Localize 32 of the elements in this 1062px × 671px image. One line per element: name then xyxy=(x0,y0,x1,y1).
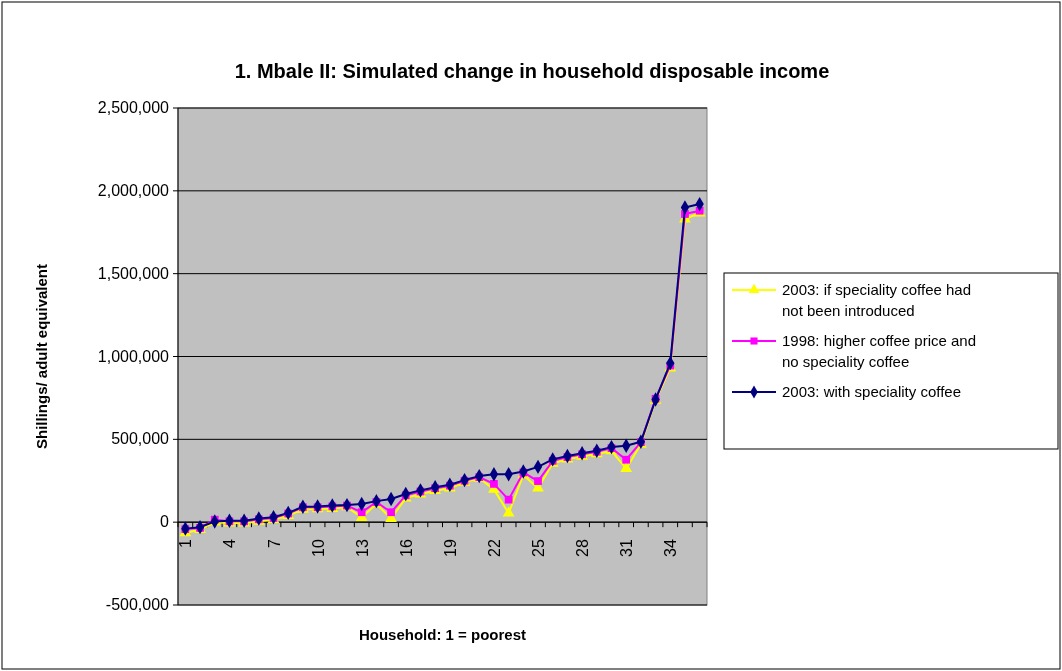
legend-label: 2003: if speciality coffee had not been introduced xyxy=(782,281,972,319)
x-tick-label: 1 xyxy=(177,539,195,549)
point xyxy=(504,495,513,504)
x-tick-label: 10 xyxy=(309,539,327,557)
y-tick-label: 500,000 xyxy=(111,430,170,448)
x-tick-label: 34 xyxy=(662,539,680,557)
x-tick-label: 28 xyxy=(574,539,592,557)
x-tick-label: 25 xyxy=(530,539,548,557)
y-tick-label: 1,000,000 xyxy=(97,347,170,365)
x-tick-label: 16 xyxy=(397,539,415,557)
y-tick-label: 2,000,000 xyxy=(97,181,170,199)
legend-label: 2003: with speciality coffee xyxy=(782,383,961,400)
x-tick-label: 13 xyxy=(353,539,371,557)
point xyxy=(387,508,395,517)
x-tick-label: 19 xyxy=(441,539,459,557)
y-axis-title: Shillings/ adult equivalent xyxy=(33,263,50,450)
legend-label: 1998: higher coffee price and no speciality coffee xyxy=(782,332,977,370)
point xyxy=(622,455,631,464)
x-tick-label: 22 xyxy=(485,539,503,557)
y-tick-label: 2,500,000 xyxy=(97,99,170,116)
y-tick-label: -500,000 xyxy=(105,596,170,613)
x-tick-label: 31 xyxy=(618,539,636,557)
point xyxy=(357,508,366,517)
x-tick-label: 4 xyxy=(221,539,239,549)
chart-title: 1. Mbale II: Simulated change in household disposable income xyxy=(234,60,830,82)
x-axis-title: Household: 1 = poorest xyxy=(358,626,527,643)
point xyxy=(502,506,515,517)
y-tick-label: 1,500,000 xyxy=(97,264,170,282)
y-tick-label: 0 xyxy=(160,513,170,531)
point xyxy=(490,480,498,488)
x-tick-label: 7 xyxy=(265,539,283,549)
point xyxy=(534,477,542,485)
